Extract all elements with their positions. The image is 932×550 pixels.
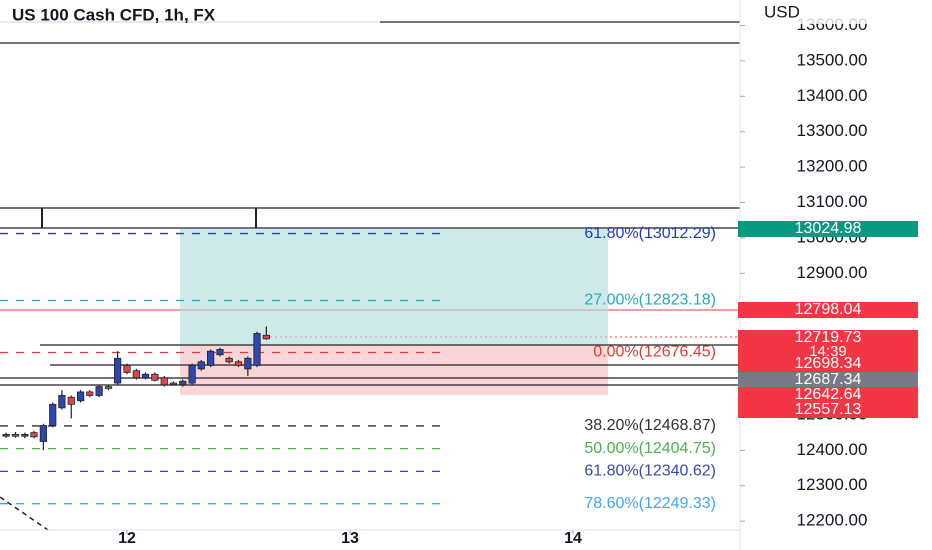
candle-body <box>21 434 29 437</box>
y-tick-label: 12400.00 <box>797 440 868 459</box>
y-tick-label: 12200.00 <box>797 511 868 530</box>
fib-label: 0.00%(12676.45) <box>593 344 716 361</box>
fib-label: 38.20%(12468.87) <box>584 417 716 434</box>
candle-body <box>104 386 113 389</box>
fib-label: 78.60%(12249.33) <box>584 495 716 512</box>
candle-body <box>30 432 38 438</box>
candle-body <box>141 373 150 379</box>
candle-body <box>77 391 85 402</box>
candle-body <box>197 361 205 370</box>
candle-body <box>160 377 168 386</box>
x-tick-label: 13 <box>341 530 359 547</box>
y-axis-label: USD <box>764 2 800 21</box>
fib-label: 61.80%(13012.29) <box>584 225 716 242</box>
y-tick-label: 12300.00 <box>797 475 868 494</box>
candle-body <box>49 403 57 426</box>
price-label-box <box>738 387 918 403</box>
price-label-box <box>738 302 918 318</box>
candle-body <box>86 391 94 396</box>
drawing-line <box>0 496 49 531</box>
candle-body <box>114 357 122 384</box>
price-label-box <box>738 330 918 360</box>
candle-body <box>39 425 47 442</box>
fib-label: 50.00%(12404.75) <box>584 440 716 457</box>
candle-body <box>123 364 131 373</box>
price-label: 12687.34 <box>795 371 862 388</box>
price-label: 12719.73 <box>795 329 862 346</box>
price-label: 12698.34 <box>795 355 862 372</box>
fib-label: 27.00%(12823.18) <box>584 292 716 309</box>
candle-body <box>169 382 177 385</box>
candle-body <box>234 361 243 366</box>
y-tick-label: 13200.00 <box>797 157 868 176</box>
price-label: 12557.13 <box>795 401 862 418</box>
candle-body <box>95 386 103 396</box>
fib-label: 61.80%(12340.62) <box>584 463 716 480</box>
price-label: 12642.64 <box>795 386 862 403</box>
candle-body <box>188 364 196 384</box>
candle-body <box>179 380 187 386</box>
unit-bg <box>741 0 932 24</box>
price-label-box <box>738 372 918 388</box>
candle-body <box>151 373 159 381</box>
y-tick-label: 13100.00 <box>797 192 868 211</box>
candle-body <box>67 396 75 405</box>
candle-body <box>262 334 270 340</box>
countdown-label: 14:39 <box>809 343 847 360</box>
candle-body <box>216 349 224 356</box>
y-tick-label: 13400.00 <box>797 86 868 105</box>
candle-body <box>2 434 10 437</box>
candle-body <box>244 357 252 370</box>
price-label: 12798.04 <box>795 301 862 318</box>
price-label: 13024.98 <box>795 220 862 237</box>
candle-body <box>253 333 261 366</box>
x-tick-label: 14 <box>564 530 582 547</box>
y-tick-label: 13300.00 <box>797 121 868 140</box>
loss-zone <box>180 345 608 395</box>
price-label-box <box>738 402 918 418</box>
candle-body <box>207 350 215 366</box>
y-tick-label: 13500.00 <box>797 50 868 69</box>
price-label-box <box>738 221 918 237</box>
candle-body <box>58 395 66 409</box>
profit-zone <box>180 229 608 345</box>
price-label-box <box>738 356 918 372</box>
candle-body <box>11 434 20 437</box>
candle-body <box>225 357 233 363</box>
y-tick-label: 12900.00 <box>797 263 868 282</box>
chart-title: US 100 Cash CFD, 1h, FX <box>12 5 216 24</box>
candle-body <box>132 370 140 379</box>
x-tick-label: 12 <box>118 530 136 547</box>
title-bg <box>0 0 380 30</box>
